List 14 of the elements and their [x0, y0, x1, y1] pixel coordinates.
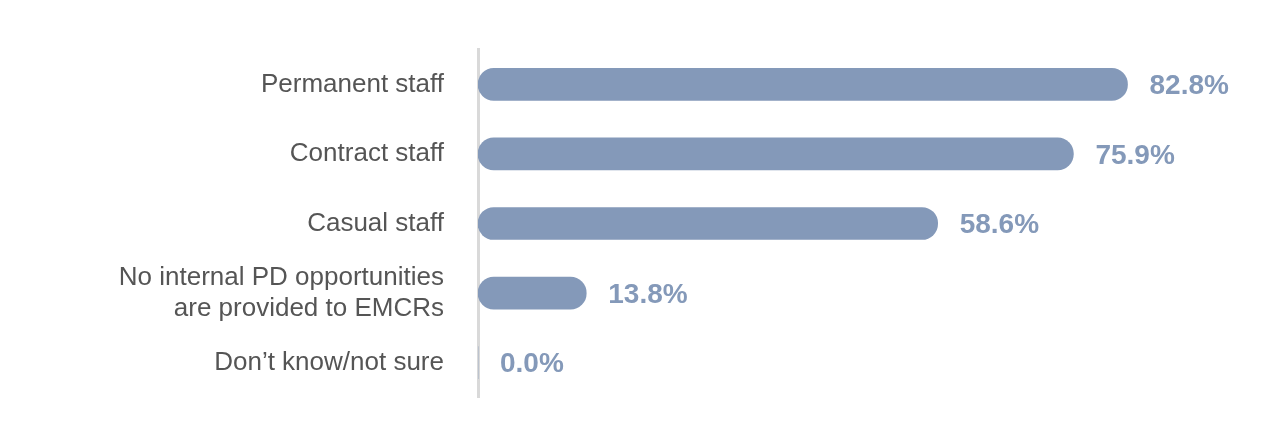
y-tick-label: Don’t know/not sure [214, 345, 444, 376]
bar [478, 137, 1074, 171]
data-label: 58.6% [959, 208, 1040, 240]
y-tick-label: No internal PD opportunities are provided to EMCRs [118, 260, 444, 322]
bar [478, 68, 1128, 101]
data-label: 0.0% [500, 347, 564, 379]
y-tick-label: Casual staff [307, 206, 445, 237]
data-label: 13.8% [608, 277, 688, 309]
data-label: 82.8% [1149, 69, 1230, 101]
data-label: 75.9% [1095, 138, 1175, 170]
bar [478, 207, 939, 240]
y-tick-label: Contract staff [289, 137, 445, 168]
bar [478, 276, 587, 310]
y-tick-label: Permanent staff [260, 67, 445, 98]
